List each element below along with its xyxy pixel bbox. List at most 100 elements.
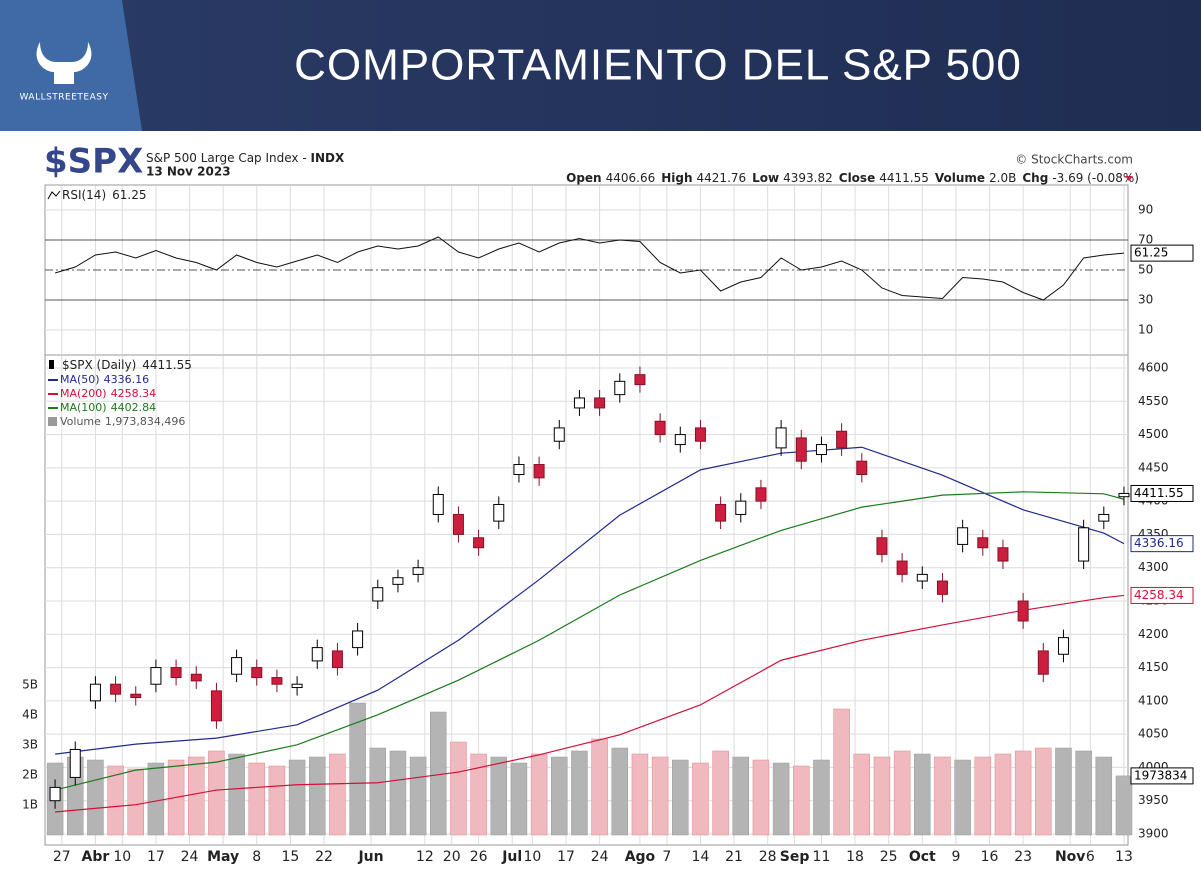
volume-bar [651, 756, 669, 836]
x-tick-label: 16 [981, 849, 999, 865]
volume-bar [934, 756, 951, 836]
candle-body [331, 650, 343, 669]
volume-bar [954, 759, 971, 836]
candle-body [916, 573, 928, 582]
volume-bar [1075, 750, 1092, 836]
candle-body [936, 580, 948, 595]
quote-value: 4393.82 [783, 171, 833, 185]
x-tick-label: Nov [1055, 849, 1085, 865]
volume-bar [309, 756, 326, 836]
volume-bar [1115, 775, 1133, 836]
x-tick-label: 21 [725, 849, 743, 865]
volume-bar [147, 762, 165, 836]
date: 13 Nov 2023 [146, 165, 231, 179]
ma-value-box-box [1130, 586, 1194, 604]
candle-body [836, 430, 848, 449]
candle-body [1078, 527, 1090, 562]
x-tick-label: 17 [147, 849, 165, 865]
price-legend-label: $SPX (Daily) [62, 358, 136, 372]
volume-bar [793, 765, 810, 836]
volume-tick-label: 1B [22, 798, 38, 812]
volume-bar [1095, 756, 1113, 836]
candle-body [291, 683, 303, 689]
candle-body [432, 493, 444, 515]
volume-legend: Volume 1,973,834,496 [60, 415, 185, 428]
volume-bar [571, 750, 588, 836]
brand: WALLSTREETEASY [20, 93, 109, 103]
volume-bar [510, 762, 528, 836]
volume-bar [530, 753, 548, 836]
candle-body [311, 647, 323, 662]
x-tick-label: 27 [53, 849, 71, 865]
x-tick-label: Ago [625, 849, 656, 865]
rsi-legend-icon [47, 190, 61, 200]
rsi-legend-label: RSI(14) [62, 188, 106, 202]
candle-body [130, 693, 142, 699]
x-tick-label: Abr [82, 849, 110, 865]
candle-body [795, 437, 807, 462]
volume-bar [873, 756, 891, 836]
volume-bar [772, 762, 790, 836]
index-name: S&P 500 Large Cap Index - INDX [146, 151, 345, 165]
y-tick-label: 4050 [1138, 727, 1169, 741]
volume-bar [712, 750, 729, 836]
symbol: $SPX [44, 142, 143, 182]
exchange: INDX [311, 151, 345, 165]
volume-bar [349, 702, 366, 836]
volume-bar [450, 741, 467, 836]
volume-value-box-box [1130, 767, 1194, 785]
candle-body [715, 503, 727, 522]
volume-bar [107, 765, 124, 836]
candle-body [1037, 650, 1049, 675]
candle-body [110, 683, 122, 695]
y-tick-label: 4450 [1138, 460, 1169, 474]
x-tick-label: 14 [692, 849, 710, 865]
y-tick-label: 3900 [1138, 827, 1169, 841]
volume-tick-label: 5B [22, 678, 38, 692]
index-name-text: S&P 500 Large Cap Index - [146, 151, 307, 165]
volume-bar [188, 756, 205, 836]
source: © StockCharts.com [1015, 153, 1133, 167]
y-tick-label: 4200 [1138, 627, 1169, 641]
candle-body [997, 547, 1009, 562]
plot: Open 4406.66 High 4421.76 Low 4393.82 Close 441… [22, 171, 1194, 865]
x-tick-label: 8 [252, 849, 261, 865]
price-legend: $SPX (Daily) 4411.55 [62, 358, 192, 372]
volume-bar [732, 756, 750, 836]
ma-legend: MA(200) 4258.34 [60, 387, 156, 400]
candle-body [190, 673, 202, 682]
ma-legend-value: 4336.16 [104, 373, 150, 386]
volume-bar [127, 768, 145, 836]
candle-body [594, 397, 606, 409]
candle-body [271, 677, 283, 685]
candle-body [352, 630, 364, 649]
candle-body [493, 503, 505, 522]
ma-value-box-box [1130, 535, 1194, 553]
candle-body [412, 567, 424, 575]
candle-body [957, 527, 969, 545]
candle-body [513, 464, 525, 476]
volume-tick-label: 2B [22, 768, 38, 782]
x-tick-label: 28 [759, 849, 777, 865]
volume-legend-value: 1,973,834,496 [105, 415, 185, 428]
rsi-tick-label: 50 [1138, 263, 1153, 277]
volume-value-box: 1973834 [1134, 768, 1187, 782]
candle-body [694, 427, 706, 442]
candle-body [896, 560, 908, 575]
ma-legend-label: MA(100) [60, 401, 107, 414]
volume-bar [1055, 747, 1072, 836]
volume-bar [974, 756, 992, 836]
volume-bar [591, 738, 608, 836]
candle-body [1098, 513, 1110, 522]
quote-value: -3.69 (-0.08%) [1052, 171, 1139, 185]
volume-bar [490, 756, 508, 836]
x-tick-label: 23 [1014, 849, 1032, 865]
volume-bar [228, 753, 245, 836]
volume-bar [369, 747, 387, 836]
volume-tick-label: 3B [22, 738, 38, 752]
price-value-box-box [1130, 484, 1194, 502]
x-tick-label: 7 [662, 849, 671, 865]
volume-bar [813, 759, 830, 836]
volume-bar [853, 753, 871, 836]
x-tick-label: 13 [1115, 849, 1133, 865]
